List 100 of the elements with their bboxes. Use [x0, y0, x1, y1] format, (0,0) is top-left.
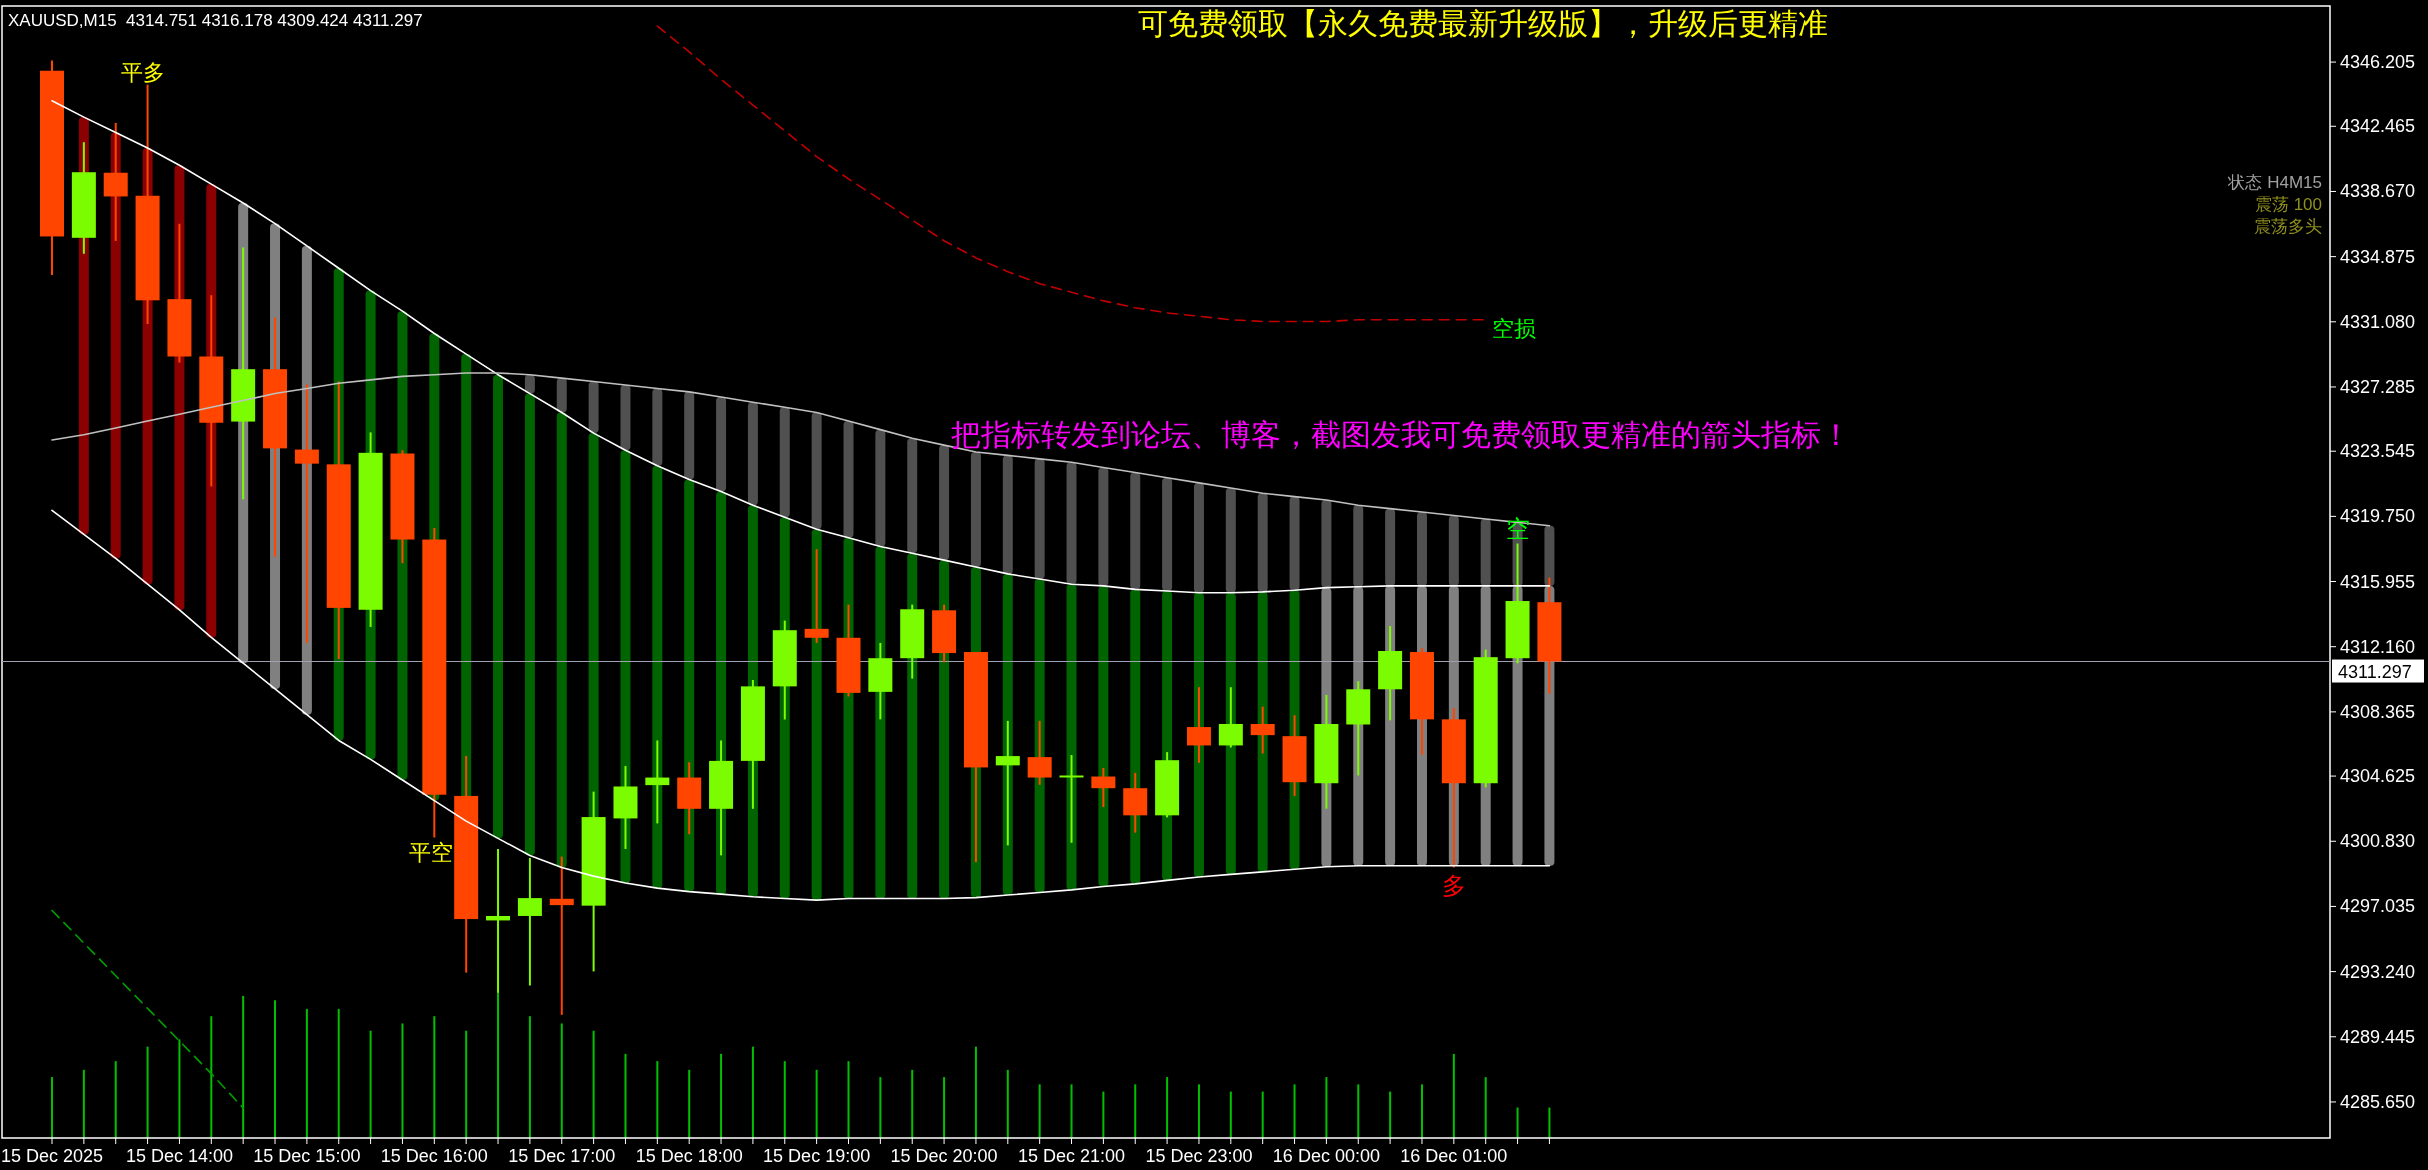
bar: [843, 421, 854, 538]
candlestick: [1027, 719, 1052, 786]
x-tick-label: 15 Dec 23:00: [1145, 1146, 1253, 1166]
x-tick-label: 15 Dec 21:00: [1017, 1146, 1126, 1166]
bar: [1293, 1084, 1296, 1138]
bar: [1066, 462, 1077, 585]
bar: [556, 412, 567, 868]
candlestick: [804, 548, 829, 644]
bar: [82, 1069, 85, 1138]
y-tick-label: 4289.445: [2340, 1026, 2416, 1047]
bar: [939, 445, 950, 561]
bar: [1130, 472, 1141, 590]
bar: [1357, 1084, 1360, 1138]
bar: [720, 1053, 723, 1138]
bar: [433, 1016, 436, 1138]
y-tick-label: 4331.080: [2340, 311, 2416, 332]
bar: [911, 1069, 914, 1138]
bar: [779, 407, 790, 518]
bar: [1480, 518, 1491, 586]
x-tick-label: 15 Dec 2025: [0, 1146, 104, 1166]
y-tick-label: 4315.955: [2340, 571, 2416, 592]
bar: [847, 1061, 850, 1138]
candlestick: [1059, 754, 1084, 844]
bar: [401, 1023, 404, 1138]
bar: [907, 438, 918, 554]
y-tick-label: 4285.650: [2340, 1091, 2416, 1112]
bar: [1225, 488, 1236, 593]
candlestick: [103, 121, 128, 242]
bar: [1544, 525, 1555, 586]
bar: [493, 374, 504, 839]
bar: [620, 384, 631, 451]
bar: [210, 1016, 213, 1138]
bar: [1034, 458, 1045, 580]
bar: [1325, 1077, 1328, 1138]
bar: [146, 1046, 149, 1138]
bar: [1353, 505, 1364, 587]
y-tick-label: 4346.205: [2340, 52, 2416, 73]
bar: [1134, 1084, 1137, 1138]
bar: [1416, 512, 1427, 586]
bar: [242, 995, 245, 1138]
bar: [1038, 1084, 1041, 1138]
line-series: [51, 99, 1551, 594]
y-tick-label: 4338.670: [2340, 181, 2416, 202]
bar: [815, 1069, 818, 1138]
bar: [274, 1000, 277, 1138]
bar: [1516, 1107, 1519, 1138]
x-tick-label: 15 Dec 17:00: [508, 1146, 616, 1166]
candlestick: [517, 856, 542, 987]
chart-title: XAUUSD,M15 4314.751 4316.178 4309.424 4311.297: [8, 11, 423, 30]
y-tick-label: 4319.750: [2340, 506, 2416, 527]
annotation: 多: [1441, 872, 1466, 899]
candlestick: [645, 739, 670, 825]
bar: [465, 1030, 468, 1138]
y-tick-label: 4342.465: [2340, 116, 2416, 137]
bar: [970, 451, 981, 568]
candlestick: [1186, 686, 1211, 764]
x-tick-label: 15 Dec 14:00: [125, 1146, 233, 1166]
bar: [1098, 467, 1109, 586]
bar: [1389, 1091, 1392, 1138]
bar: [656, 1061, 659, 1138]
bar: [1070, 1084, 1073, 1138]
bar: [1166, 1077, 1169, 1138]
bar: [652, 388, 663, 466]
annotation: 平多: [120, 60, 165, 85]
y-tick-label: 4304.625: [2340, 766, 2416, 787]
x-tick-label: 15 Dec 18:00: [635, 1146, 743, 1166]
bar: [588, 381, 599, 434]
bar: [684, 391, 695, 480]
bar: [369, 1030, 372, 1138]
text: 状态 H4M15: [2227, 173, 2322, 192]
annotation: 把指标转发到论坛、博客，截图发我可免费领取更精准的箭头指标！: [951, 418, 1851, 451]
x-tick-label: 15 Dec 15:00: [253, 1146, 361, 1166]
y-tick-label: 4312.160: [2340, 636, 2416, 657]
bar: [1162, 477, 1173, 592]
bar: [974, 1046, 977, 1138]
bar: [1548, 1107, 1551, 1138]
y-tick-label: 4323.545: [2340, 441, 2416, 462]
bar: [528, 1016, 531, 1138]
bar: [556, 378, 567, 413]
bar: [688, 1069, 691, 1138]
line-series: [51, 509, 1551, 901]
bar: [305, 1008, 308, 1138]
y-tick-label: 4300.830: [2340, 831, 2416, 852]
bar: [1193, 482, 1204, 593]
bar: [1484, 1077, 1487, 1138]
bar: [783, 1061, 786, 1138]
bar: [1261, 1091, 1264, 1138]
bar: [751, 1046, 754, 1138]
bar: [560, 1023, 563, 1138]
bar: [1420, 1084, 1423, 1138]
y-tick-label: 4334.875: [2340, 246, 2416, 267]
y-tick-label: 4308.365: [2340, 701, 2416, 722]
bar: [114, 1061, 117, 1138]
annotation: 可免费领取【永久免费最新升级版】，升级后更精准: [1138, 7, 1828, 40]
bar: [178, 1039, 181, 1138]
bar: [624, 1053, 627, 1138]
x-tick-label: 15 Dec 20:00: [890, 1146, 998, 1166]
bar: [1321, 500, 1332, 588]
x-tick-label: 16 Dec 01:00: [1400, 1146, 1508, 1166]
bar: [1257, 493, 1268, 592]
